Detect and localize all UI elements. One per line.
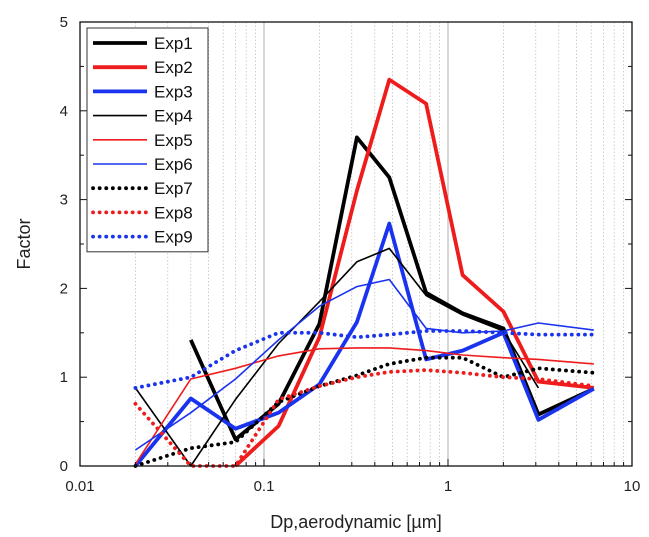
y-tick-label: 0 bbox=[60, 458, 68, 475]
legend-label-exp4: Exp4 bbox=[154, 107, 193, 126]
series-line-exp6 bbox=[134, 278, 594, 451]
y-tick-label: 2 bbox=[60, 280, 68, 297]
y-axis-label: Factor bbox=[14, 218, 34, 269]
series-line-exp4 bbox=[134, 247, 540, 467]
y-tick-label: 5 bbox=[60, 14, 68, 31]
x-tick-label: 0.1 bbox=[254, 478, 275, 495]
y-tick-label: 4 bbox=[60, 103, 68, 120]
legend-label-exp2: Exp2 bbox=[154, 58, 193, 77]
series-line-exp9 bbox=[133, 329, 596, 390]
legend-label-exp1: Exp1 bbox=[154, 34, 193, 53]
series-line-exp3 bbox=[133, 221, 595, 468]
y-tick-label: 3 bbox=[60, 192, 68, 209]
series-layer bbox=[133, 77, 596, 468]
legend-label-exp6: Exp6 bbox=[154, 155, 193, 174]
legend: Exp1 Exp2 Exp3 Exp4 Exp5 Exp6 Exp7 Exp8 Exp9 bbox=[86, 27, 209, 253]
series-line-exp2 bbox=[234, 77, 595, 468]
legend-label-exp7: Exp7 bbox=[154, 179, 193, 198]
x-tick-label: 1 bbox=[444, 478, 452, 495]
legend-label-exp8: Exp8 bbox=[154, 203, 193, 222]
grid bbox=[79, 22, 624, 466]
legend-label-exp3: Exp3 bbox=[154, 82, 193, 101]
x-tick-label: 0.01 bbox=[65, 478, 94, 495]
y-tick-label: 1 bbox=[60, 369, 68, 386]
x-tick-label: 10 bbox=[624, 478, 641, 495]
series-line-exp5 bbox=[134, 347, 594, 465]
x-axis-label: Dp,aerodynamic [µm] bbox=[270, 512, 441, 532]
ticks bbox=[79, 21, 632, 467]
legend-label-exp5: Exp5 bbox=[154, 131, 193, 150]
tick-labels: 0.01 0.1 1 10 0 1 2 3 4 5 bbox=[60, 14, 641, 495]
legend-label-exp9: Exp9 bbox=[154, 228, 193, 247]
